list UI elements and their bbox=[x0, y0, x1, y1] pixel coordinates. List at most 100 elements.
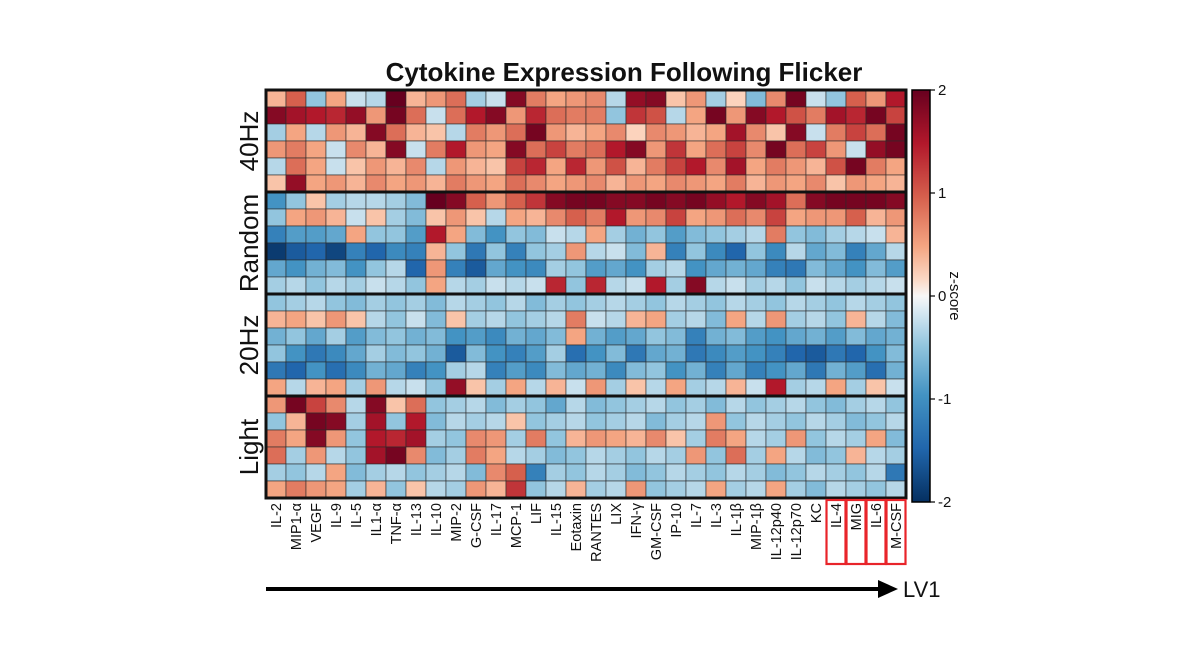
heatmap-cell bbox=[545, 123, 567, 142]
heatmap-cell bbox=[745, 412, 767, 431]
heatmap-cell bbox=[525, 446, 547, 465]
heatmap-cell bbox=[645, 429, 667, 448]
heatmap-cell bbox=[805, 123, 827, 142]
heatmap-cell bbox=[685, 157, 707, 176]
colorbar: 2 1 0 -1 -2 z-score bbox=[911, 82, 963, 511]
heatmap-cell bbox=[825, 361, 847, 380]
heatmap-cell bbox=[605, 344, 627, 363]
heatmap-cell bbox=[585, 157, 607, 176]
heatmap-cell bbox=[285, 123, 307, 142]
heatmap-cell bbox=[725, 327, 747, 346]
heatmap-cell bbox=[825, 327, 847, 346]
heatmap-cell bbox=[345, 276, 367, 295]
heatmap-cell bbox=[745, 480, 767, 499]
heatmap-cell bbox=[405, 208, 427, 227]
heatmap-cell bbox=[565, 123, 587, 142]
heatmap-cell bbox=[865, 174, 887, 193]
heatmap-cell bbox=[425, 412, 447, 431]
heatmap-cell bbox=[865, 361, 887, 380]
heatmap-cell bbox=[325, 191, 347, 210]
heatmap-cell bbox=[505, 157, 527, 176]
heatmap-cell bbox=[725, 480, 747, 499]
heatmap-cell bbox=[345, 259, 367, 278]
x-tick-label: VEGF bbox=[309, 503, 325, 543]
heatmap-cell bbox=[485, 242, 507, 261]
heatmap-cell bbox=[565, 191, 587, 210]
heatmap-cell bbox=[585, 89, 607, 108]
colorbar-tick-label: 1 bbox=[938, 185, 946, 202]
heatmap-cell bbox=[365, 89, 387, 108]
heatmap-cell bbox=[865, 344, 887, 363]
heatmap-cell bbox=[745, 378, 767, 397]
heatmap-cell bbox=[565, 310, 587, 329]
heatmap-cell bbox=[385, 174, 407, 193]
x-tick-label: IL-7 bbox=[689, 503, 705, 528]
heatmap-cell bbox=[765, 208, 787, 227]
heatmap-cell bbox=[265, 191, 287, 210]
heatmap-cell bbox=[885, 293, 907, 312]
heatmap-cell bbox=[645, 344, 667, 363]
heatmap-cell bbox=[725, 344, 747, 363]
heatmap-cell bbox=[365, 225, 387, 244]
heatmap-cell bbox=[565, 446, 587, 465]
heatmap-cell bbox=[545, 344, 567, 363]
heatmap-cell bbox=[325, 174, 347, 193]
heatmap-cell bbox=[305, 463, 327, 482]
colorbar-label: z-score bbox=[946, 271, 963, 320]
heatmap-cell bbox=[625, 191, 647, 210]
heatmap-cell bbox=[585, 259, 607, 278]
heatmap-cell bbox=[345, 446, 367, 465]
heatmap-cell bbox=[545, 191, 567, 210]
heatmap-cell bbox=[785, 276, 807, 295]
heatmap-cell bbox=[625, 378, 647, 397]
heatmap-cell bbox=[445, 412, 467, 431]
heatmap-cell bbox=[285, 361, 307, 380]
heatmap-cell bbox=[325, 361, 347, 380]
heatmap-cell bbox=[565, 259, 587, 278]
heatmap-cell bbox=[265, 293, 287, 312]
heatmap-cell bbox=[745, 429, 767, 448]
heatmap-cell bbox=[405, 412, 427, 431]
heatmap-cell bbox=[445, 157, 467, 176]
heatmap-cell bbox=[345, 123, 367, 142]
heatmap-cell bbox=[825, 89, 847, 108]
heatmap-cell bbox=[285, 327, 307, 346]
heatmap-cell bbox=[505, 242, 527, 261]
heatmap-cell bbox=[545, 242, 567, 261]
heatmap-cell bbox=[785, 157, 807, 176]
heatmap-cell bbox=[845, 242, 867, 261]
heatmap-cell bbox=[805, 140, 827, 159]
heatmap-cell bbox=[385, 276, 407, 295]
heatmap-cell bbox=[785, 446, 807, 465]
heatmap-cell bbox=[505, 140, 527, 159]
heatmap-cell bbox=[585, 242, 607, 261]
heatmap-cell bbox=[805, 463, 827, 482]
heatmap-cell bbox=[625, 480, 647, 499]
heatmap-cell bbox=[325, 259, 347, 278]
heatmap-cell bbox=[545, 361, 567, 380]
heatmap-cell bbox=[605, 242, 627, 261]
heatmap-cell bbox=[565, 276, 587, 295]
x-tick-label: IL-9 bbox=[329, 503, 345, 528]
heatmap-cell bbox=[625, 361, 647, 380]
heatmap-cell bbox=[605, 463, 627, 482]
heatmap-cell bbox=[585, 344, 607, 363]
heatmap-cell bbox=[445, 89, 467, 108]
heatmap-cell bbox=[465, 463, 487, 482]
heatmap-cell bbox=[505, 412, 527, 431]
heatmap-cell bbox=[425, 327, 447, 346]
heatmap-cell bbox=[645, 157, 667, 176]
heatmap-cell bbox=[805, 395, 827, 414]
heatmap-cell bbox=[705, 225, 727, 244]
heatmap-cell bbox=[765, 463, 787, 482]
heatmap-cell bbox=[725, 395, 747, 414]
heatmap-cell bbox=[525, 463, 547, 482]
heatmap-cell bbox=[325, 446, 347, 465]
heatmap-cell bbox=[585, 446, 607, 465]
heatmap-cell bbox=[485, 446, 507, 465]
heatmap-cell bbox=[765, 89, 787, 108]
group-label: Light bbox=[234, 418, 264, 475]
heatmap-cell bbox=[585, 310, 607, 329]
heatmap-cell bbox=[805, 106, 827, 125]
